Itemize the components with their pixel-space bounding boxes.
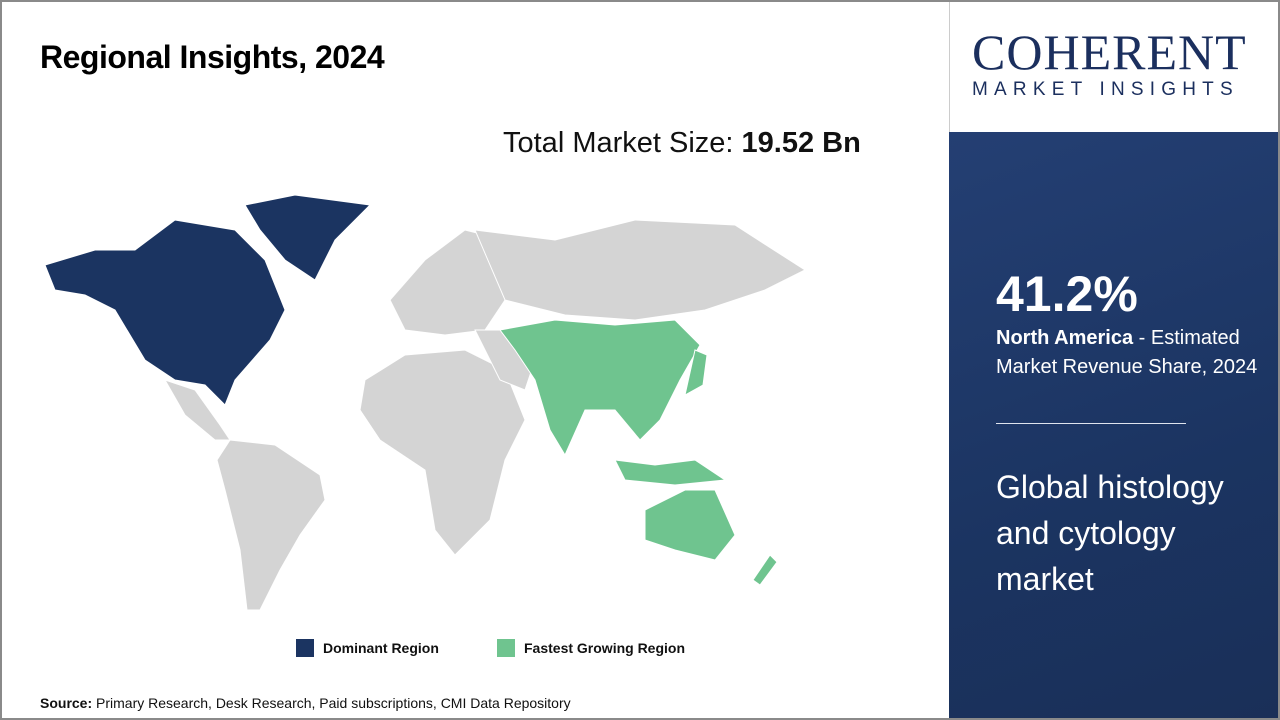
map-asia: [499, 319, 701, 457]
total-market-value: 19.52 Bn: [741, 127, 861, 159]
source-text: Primary Research, Desk Research, Paid su…: [96, 695, 571, 711]
market-name: Global histology and cytology market: [996, 469, 1224, 597]
map-greenland: [244, 194, 372, 281]
map-southeast-asia: [614, 459, 727, 486]
map-africa: [359, 349, 526, 556]
map-south-america: [216, 439, 326, 611]
logo-tagline: MARKET INSIGHTS: [972, 79, 1239, 100]
map-australia: [644, 489, 736, 561]
map-russia: [474, 219, 807, 321]
logo-name: COHERENT: [972, 24, 1247, 80]
legend-label: Fastest Growing Region: [524, 640, 686, 656]
map-new-zealand: [752, 554, 778, 586]
source-note: Source: Primary Research, Desk Research,…: [40, 694, 571, 712]
legend-dominant: Dominant Region: [296, 639, 439, 657]
highlight-panel: 41.2% North America - Estimated Market R…: [949, 132, 1280, 720]
total-market-label: Total Market Size:: [503, 127, 734, 159]
legend-swatch-fastest: [497, 639, 515, 657]
legend-fastest-growing: Fastest Growing Region: [497, 639, 685, 657]
share-description-text: - Estimated Market Revenue Share, 2024: [996, 327, 1258, 378]
world-map: [44, 194, 807, 611]
share-region: North America: [996, 327, 1134, 349]
source-label: Source:: [40, 695, 93, 711]
map-north-america: [44, 219, 286, 406]
legend-label: Dominant Region: [323, 640, 439, 656]
page-title: Regional Insights, 2024: [40, 39, 385, 75]
share-percent: 41.2%: [996, 266, 1138, 322]
legend-swatch-dominant: [296, 639, 314, 657]
side-panel: COHERENT MARKET INSIGHTS 41.2% North Ame…: [949, 0, 1280, 720]
share-description: North America - Estimated Market Revenue…: [996, 324, 1266, 382]
total-market-size: Total Market Size: 19.52 Bn: [503, 126, 861, 160]
divider: [996, 423, 1186, 424]
map-central-america: [163, 379, 231, 441]
company-logo: COHERENT MARKET INSIGHTS: [949, 0, 1280, 132]
map-japan: [684, 349, 708, 396]
